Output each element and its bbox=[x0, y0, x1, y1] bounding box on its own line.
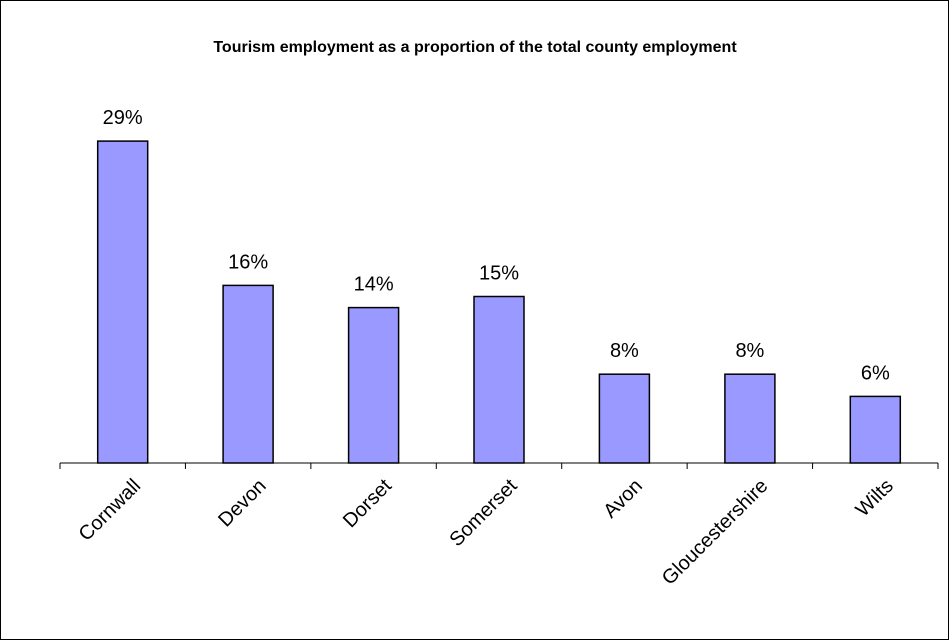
x-tick-label-dorset: Dorset bbox=[339, 475, 397, 533]
x-tick-label-devon: Devon bbox=[214, 475, 270, 531]
bar-wilts bbox=[849, 395, 902, 464]
x-tick-label-gloucestershire: Gloucestershire bbox=[658, 475, 773, 590]
data-label-cornwall: 29% bbox=[103, 107, 143, 129]
x-axis-ticks bbox=[59, 463, 939, 469]
x-tick-label-wilts: Wilts bbox=[852, 475, 898, 521]
x-tick-label-somerset: Somerset bbox=[445, 475, 521, 551]
x-tick-labels: Cornwall Devon Dorset Somerset Avon Glouceste… bbox=[75, 475, 898, 590]
data-label-somerset: 15% bbox=[479, 263, 519, 285]
data-label-wilts: 6% bbox=[861, 362, 890, 384]
bar-avon bbox=[598, 373, 651, 464]
data-labels: 29% 16% 14% 15% 8% 8% 6% bbox=[103, 107, 890, 384]
x-tick-label-avon: Avon bbox=[599, 475, 647, 523]
data-label-devon: 16% bbox=[228, 251, 268, 273]
data-label-avon: 8% bbox=[610, 340, 639, 362]
data-label-gloucestershire: 8% bbox=[735, 340, 764, 362]
chart-title: Tourism employment as a proportion of th… bbox=[213, 39, 737, 56]
bar-dorset bbox=[347, 306, 400, 464]
x-tick-label-cornwall: Cornwall bbox=[75, 475, 146, 546]
bar-gloucestershire bbox=[724, 373, 776, 464]
data-label-dorset: 14% bbox=[354, 274, 394, 296]
bar-devon bbox=[222, 284, 274, 464]
bar-somerset bbox=[473, 295, 525, 464]
bars-layer bbox=[96, 140, 902, 464]
bar-cornwall bbox=[96, 140, 149, 464]
